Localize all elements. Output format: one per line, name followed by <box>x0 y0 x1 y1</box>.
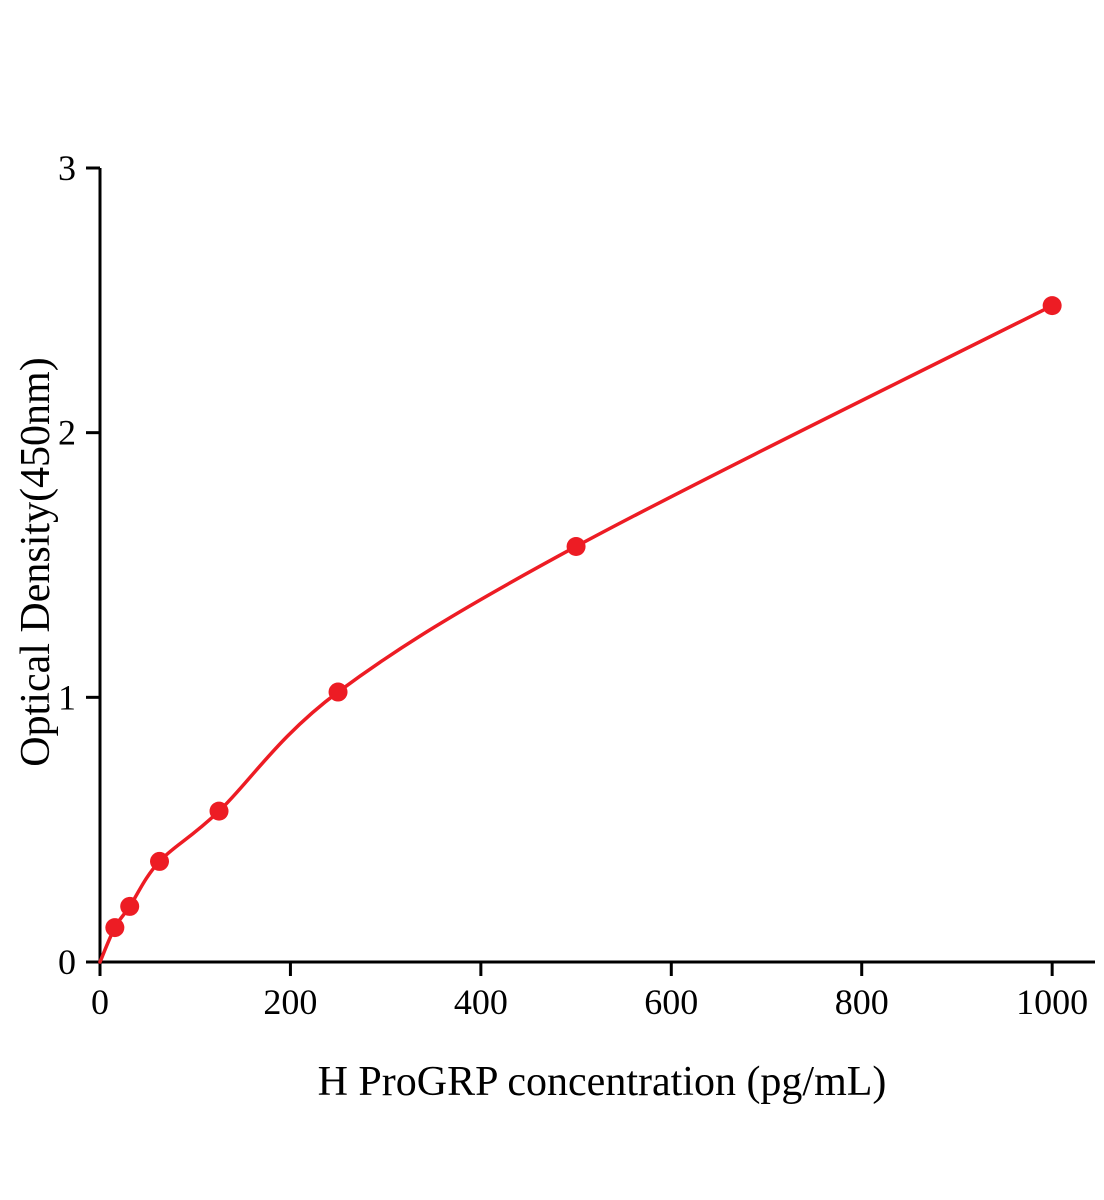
y-axis-label: Optical Density(450nm) <box>13 357 59 767</box>
y-tick-label: 2 <box>58 413 76 453</box>
y-tick-label: 0 <box>58 942 76 982</box>
data-point <box>150 851 170 871</box>
x-axis-label: H ProGRP concentration (pg/mL) <box>317 1059 887 1105</box>
data-point <box>105 918 125 938</box>
y-tick-label: 1 <box>58 677 76 717</box>
x-tick-label: 600 <box>644 982 698 1022</box>
data-point <box>566 536 586 556</box>
data-point <box>328 682 348 702</box>
x-tick-label: 400 <box>454 982 508 1022</box>
x-tick-label: 200 <box>263 982 317 1022</box>
data-point <box>209 801 229 821</box>
data-point <box>120 896 140 916</box>
y-tick-label: 3 <box>58 148 76 188</box>
fit-curve <box>98 303 1054 964</box>
x-tick-label: 800 <box>835 982 889 1022</box>
x-tick-label: 0 <box>91 982 109 1022</box>
data-point <box>1042 296 1062 316</box>
x-tick-label: 1000 <box>1016 982 1088 1022</box>
